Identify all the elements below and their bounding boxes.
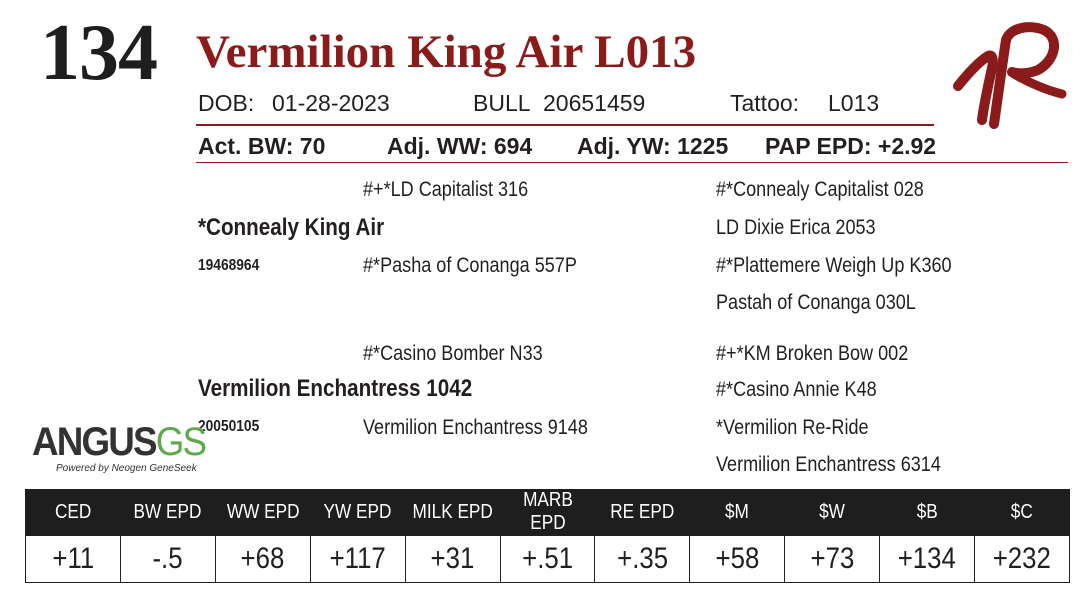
epd-header-m: $M [689, 489, 786, 536]
epd-value-c: +232 [974, 535, 1070, 583]
dam-sire-dam: #*Casino Annie K48 [716, 378, 877, 401]
logo-main-text: ANGUS [32, 420, 158, 464]
sire-sire-dam: LD Dixie Erica 2053 [716, 216, 876, 239]
epd-header-ww: WW EPD [214, 489, 311, 536]
epd-header-milk: MILK EPD [404, 489, 501, 536]
sex-label: BULL [473, 90, 531, 116]
animal-name: Vermilion King Air L013 [196, 26, 697, 78]
sire-registration: 19468964 [198, 257, 260, 274]
dam-dam-sire: *Vermilion Re-Ride [716, 416, 869, 439]
epd-header-yw: YW EPD [309, 489, 406, 536]
actual-birth-weight: Act. BW: 70 [198, 133, 326, 159]
logo-tagline: Powered by Neogen GeneSeek [56, 463, 197, 474]
tattoo-value: L013 [828, 90, 880, 116]
dam-dam: Vermilion Enchantress 9148 [363, 416, 588, 439]
dam-sire: #*Casino Bomber N33 [363, 342, 543, 365]
sire-dam-dam: Pastah of Conanga 030L [716, 291, 916, 314]
tattoo-label: Tattoo: [730, 90, 800, 116]
epd-value-re: +.35 [594, 535, 691, 583]
sire-sire-sire: #*Connealy Capitalist 028 [716, 178, 924, 201]
adjusted-weaning-weight: Adj. WW: 694 [387, 133, 533, 159]
dam-registration: 20050105 [198, 418, 260, 435]
sire-dam-sire: #*Plattemere Weigh Up K360 [716, 254, 952, 277]
epd-value-ww: +68 [214, 535, 311, 583]
dam-dam-dam: Vermilion Enchantress 6314 [716, 453, 941, 476]
dob-value: 01-28-2023 [272, 90, 390, 116]
epd-value-yw: +117 [309, 535, 406, 583]
epd-value-milk: +31 [404, 535, 501, 583]
stats-divider [196, 162, 1068, 163]
sire-name: *Connealy King Air [198, 214, 385, 241]
dam-name: Vermilion Enchantress 1042 [198, 375, 473, 402]
dob-label: DOB: [198, 90, 255, 116]
epd-header-bw: BW EPD [119, 489, 216, 536]
epd-value-row: +11 -.5 +68 +117 +31 +.51 +.35 +58 +73 +… [25, 535, 1070, 583]
sire-dam: #*Pasha of Conanga 557P [363, 254, 577, 277]
epd-header-re: RE EPD [594, 489, 691, 536]
dam-sire-sire: #+*KM Broken Bow 002 [716, 342, 909, 365]
sire-sire: #+*LD Capitalist 316 [363, 178, 529, 201]
epd-value-m: +58 [689, 535, 786, 583]
epd-value-marb: +.51 [499, 535, 596, 583]
epd-header-c: $C [974, 489, 1070, 536]
registration-number: 20651459 [543, 90, 646, 116]
epd-table: CED BW EPD WW EPD YW EPD MILK EPD MARB E… [25, 489, 1070, 583]
epd-value-bw: -.5 [119, 535, 216, 583]
epd-header-marb: MARB EPD [499, 489, 596, 536]
epd-header-row: CED BW EPD WW EPD YW EPD MILK EPD MARB E… [25, 489, 1070, 536]
info-divider [196, 124, 934, 126]
epd-value-w: +73 [784, 535, 881, 583]
epd-header-w: $W [784, 489, 881, 536]
lot-number: 134 [40, 9, 158, 97]
adjusted-yearling-weight: Adj. YW: 1225 [577, 133, 729, 159]
logo-gs-text: GS [155, 420, 207, 464]
pap-epd: PAP EPD: +2.92 [765, 133, 937, 159]
angus-gs-logo: ANGUSGS [32, 420, 207, 464]
epd-value-b: +134 [879, 535, 976, 583]
brand-logo-icon [948, 16, 1068, 134]
epd-header-b: $B [879, 489, 976, 536]
epd-header-ced: CED [25, 489, 121, 536]
epd-value-ced: +11 [25, 535, 121, 583]
